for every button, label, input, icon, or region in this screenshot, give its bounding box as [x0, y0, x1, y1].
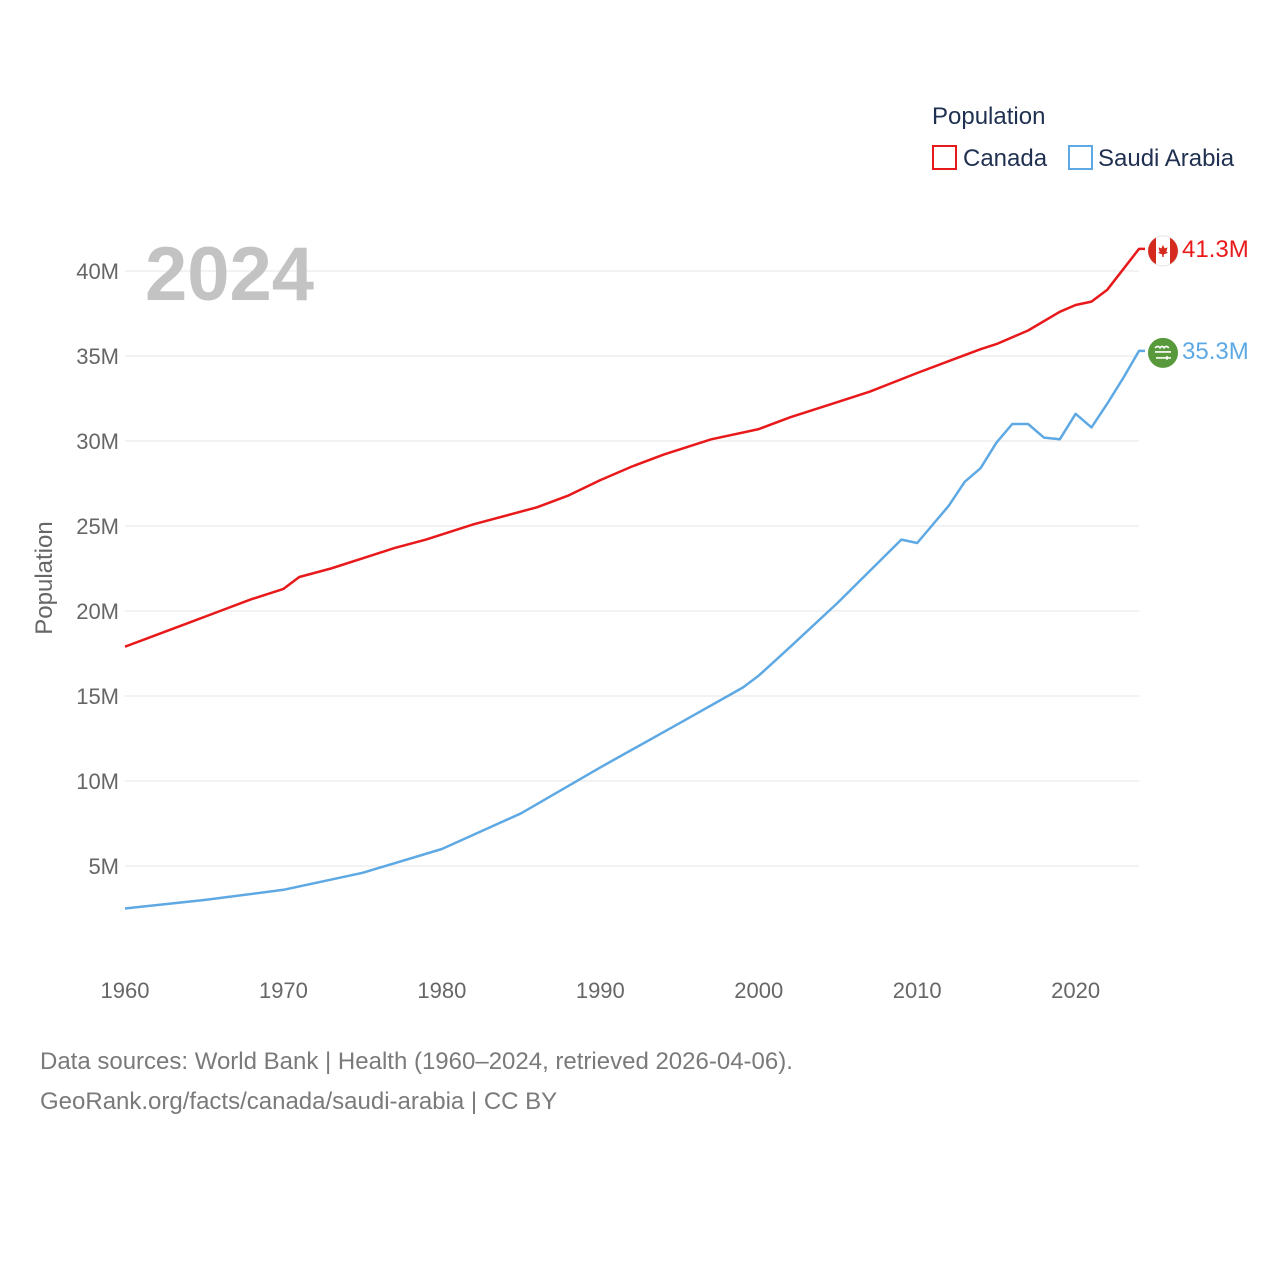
x-tick-label: 1980 [417, 978, 466, 1003]
x-tick-label: 2020 [1051, 978, 1100, 1003]
y-tick-label: 10M [76, 769, 119, 794]
canada-flag-icon [1147, 235, 1179, 267]
series-line-canada[interactable] [124, 247, 1145, 648]
legend-label-canada: Canada [963, 145, 1048, 172]
source-line-1: Data sources: World Bank | Health (1960–… [40, 1048, 793, 1075]
end-markers: 41.3M 35.3M [1147, 235, 1249, 368]
y-tick-label: 30M [76, 429, 119, 454]
y-tick-label: 5M [88, 854, 119, 879]
x-tick-label: 2010 [893, 978, 942, 1003]
source-line-2[interactable]: GeoRank.org/facts/canada/saudi-arabia | … [40, 1088, 558, 1115]
legend-title: Population [932, 103, 1045, 130]
legend[interactable]: Population Canada Saudi Arabia [932, 103, 1235, 172]
y-tick-label: 40M [76, 259, 119, 284]
x-tick-label: 2000 [734, 978, 783, 1003]
x-axis-ticks: 1960 1970 1980 1990 2000 2010 2020 [101, 978, 1101, 1003]
y-axis-label: Population [31, 521, 58, 634]
end-value-label-canada: 41.3M [1182, 236, 1249, 263]
series-line-saudi-arabia[interactable] [124, 349, 1145, 910]
y-tick-label: 15M [76, 684, 119, 709]
y-tick-label: 25M [76, 514, 119, 539]
series-lines [124, 247, 1145, 910]
grid-lines [125, 270, 1139, 867]
legend-swatch-canada [932, 145, 957, 170]
legend-item-canada[interactable]: Canada [932, 145, 1048, 172]
x-tick-label: 1990 [576, 978, 625, 1003]
data-source-note: Data sources: World Bank | Health (1960–… [40, 1042, 793, 1122]
legend-swatch-saudi-arabia [1068, 145, 1093, 170]
legend-label-saudi-arabia: Saudi Arabia [1098, 145, 1235, 172]
current-year-label: 2024 [145, 232, 314, 317]
y-axis-ticks: 5M 10M 15M 20M 25M 30M 35M 40M [76, 259, 119, 879]
y-tick-label: 35M [76, 344, 119, 369]
saudi-arabia-flag-icon [1148, 337, 1178, 368]
legend-item-saudi-arabia[interactable]: Saudi Arabia [1068, 145, 1235, 172]
y-tick-label: 20M [76, 599, 119, 624]
end-value-label-saudi-arabia: 35.3M [1182, 338, 1249, 365]
x-tick-label: 1960 [101, 978, 150, 1003]
x-tick-label: 1970 [259, 978, 308, 1003]
